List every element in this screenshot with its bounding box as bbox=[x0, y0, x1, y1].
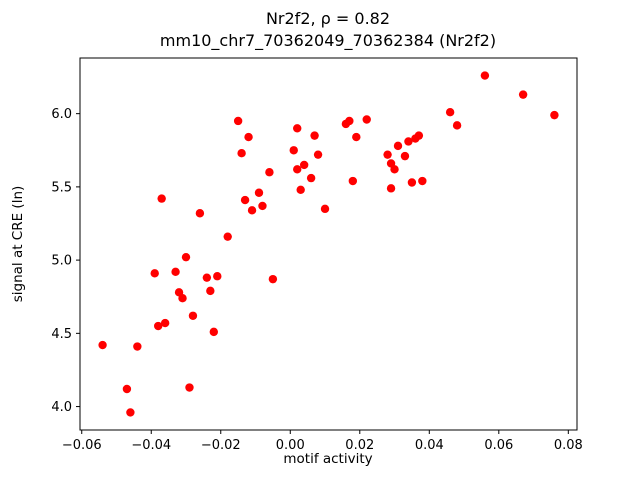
data-point bbox=[240, 195, 250, 205]
data-point bbox=[407, 178, 417, 187]
data-point bbox=[293, 165, 302, 174]
data-point bbox=[550, 110, 559, 120]
data-point bbox=[178, 293, 187, 303]
data-point bbox=[150, 269, 159, 278]
data-point bbox=[188, 311, 198, 320]
data-point bbox=[480, 71, 490, 80]
data-point bbox=[518, 90, 528, 99]
x-tick-label: 0.00 bbox=[276, 438, 305, 453]
data-point bbox=[153, 321, 163, 331]
data-point bbox=[247, 206, 257, 215]
data-point bbox=[171, 267, 180, 277]
x-tick-label: 0.06 bbox=[484, 438, 513, 453]
data-point bbox=[320, 204, 330, 214]
data-point bbox=[383, 150, 392, 159]
data-point bbox=[237, 148, 246, 158]
data-point bbox=[386, 184, 396, 193]
data-point bbox=[160, 318, 170, 328]
data-point bbox=[181, 252, 191, 262]
data-point bbox=[404, 137, 413, 146]
data-point bbox=[244, 132, 253, 142]
data-point bbox=[185, 383, 194, 392]
data-point bbox=[213, 272, 222, 281]
chart-title: Nr2f2, ρ = 0.82 bbox=[266, 9, 390, 28]
data-point bbox=[362, 115, 371, 124]
data-point bbox=[313, 150, 323, 159]
x-tick-label: 0.08 bbox=[554, 438, 583, 453]
data-point bbox=[202, 273, 212, 282]
data-point bbox=[98, 340, 107, 350]
data-point bbox=[306, 173, 316, 183]
data-point bbox=[400, 151, 410, 161]
data-point bbox=[157, 194, 166, 203]
chart-subtitle: mm10_chr7_70362049_70362384 (Nr2f2) bbox=[160, 31, 496, 51]
data-point bbox=[268, 274, 278, 284]
axes-frame bbox=[79, 57, 578, 431]
data-point bbox=[233, 116, 243, 126]
plot-area: −0.06 −0.04 −0.02 0.00 0.02 0.04 0.06 0.08 4.0 4.… bbox=[51, 57, 583, 453]
data-point bbox=[254, 188, 264, 197]
data-point bbox=[299, 160, 309, 170]
data-point bbox=[209, 327, 219, 337]
y-tick-label: 6.0 bbox=[51, 107, 72, 122]
y-tick-label: 5.5 bbox=[51, 180, 72, 195]
y-axis-label: signal at CRE (ln) bbox=[10, 186, 26, 303]
x-axis-label: motif activity bbox=[283, 451, 372, 467]
data-point bbox=[126, 408, 135, 417]
data-point bbox=[265, 168, 274, 177]
data-point bbox=[445, 107, 455, 117]
data-point bbox=[348, 176, 358, 186]
x-tick-label: 0.02 bbox=[345, 438, 374, 453]
data-point bbox=[414, 131, 424, 140]
x-tick-label: −0.04 bbox=[131, 438, 171, 453]
data-point bbox=[258, 201, 267, 211]
x-tick-label: −0.06 bbox=[62, 438, 102, 453]
data-point bbox=[345, 116, 354, 126]
data-point bbox=[352, 132, 361, 142]
data-point bbox=[289, 146, 298, 155]
data-point bbox=[122, 384, 132, 394]
data-point bbox=[390, 165, 399, 174]
data-point bbox=[206, 286, 215, 296]
data-point bbox=[133, 342, 142, 351]
data-point bbox=[418, 176, 427, 186]
y-tick-label: 4.5 bbox=[51, 327, 72, 342]
data-point bbox=[393, 141, 403, 151]
x-tick-label: −0.02 bbox=[201, 438, 241, 453]
data-point bbox=[293, 124, 302, 133]
y-tick-label: 4.0 bbox=[51, 400, 72, 415]
data-point bbox=[310, 131, 319, 140]
data-point bbox=[296, 185, 305, 195]
data-point bbox=[223, 232, 232, 241]
data-point bbox=[195, 209, 205, 218]
data-point bbox=[452, 121, 462, 130]
x-tick-label: 0.04 bbox=[415, 438, 444, 453]
y-tick-label: 5.0 bbox=[51, 254, 72, 269]
